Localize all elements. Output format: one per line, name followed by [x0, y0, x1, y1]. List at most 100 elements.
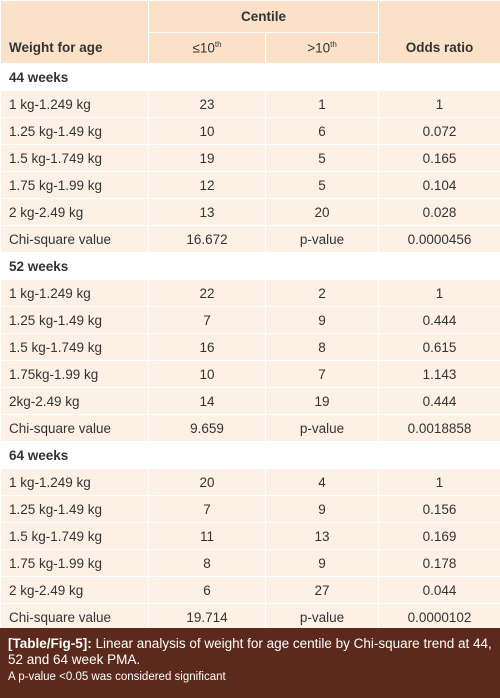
cell: 1.5 kg-1.749 kg [0, 522, 149, 550]
header-cell: Centile [147, 0, 380, 33]
table: Weight for age Centile Odds ratio ≤10th … [0, 0, 500, 631]
section-title: 52 weeks [0, 252, 500, 280]
data-row: 2 kg-2.49 kg 13 20 0.028 [0, 198, 500, 226]
cell: 1.5 kg-1.749 kg [0, 333, 149, 361]
cell: 0.072 [378, 117, 500, 145]
cell: 9.659 [148, 414, 266, 442]
header-row: ≤10th >10th [1, 31, 500, 64]
cell: 2 kg-2.49 kg [0, 576, 149, 604]
cell: 0.444 [378, 387, 500, 415]
header-cell: Weight for age [0, 0, 149, 64]
cell: Chi-square value [0, 414, 149, 442]
section-title: 64 weeks [0, 441, 500, 469]
cell: 5 [264, 144, 380, 172]
cell: 20 [148, 468, 266, 496]
cell: 27 [264, 576, 380, 604]
data-row: 1.25 kg-1.49 kg 10 6 0.072 [0, 117, 500, 145]
data-row: 1 kg-1.249 kg 20 4 1 [0, 468, 500, 496]
cell: 0.0000456 [378, 225, 500, 253]
cell: 5 [264, 171, 380, 199]
data-row: 2kg-2.49 kg 14 19 0.444 [0, 387, 500, 415]
cell: 9 [264, 495, 380, 523]
cell: 8 [148, 549, 266, 577]
section-row: 44 weeks [0, 63, 500, 91]
data-row: 1.75kg-1.99 kg 10 7 1.143 [0, 360, 500, 388]
section-row: 52 weeks [0, 252, 500, 280]
cell: p-value [264, 603, 380, 631]
data-row: 1.25 kg-1.49 kg 7 9 0.156 [0, 495, 500, 523]
cell: 7 [148, 306, 266, 334]
cell: 13 [148, 198, 266, 226]
caption: [Table/Fig-5]: Linear analysis of weight… [0, 628, 500, 698]
data-row: 1.5 kg-1.749 kg 19 5 0.165 [0, 144, 500, 172]
cell: 0.0018858 [378, 414, 500, 442]
cell: 13 [264, 522, 380, 550]
cell: 0.178 [378, 549, 500, 577]
cell: 1 [264, 90, 380, 118]
cell: 2 [264, 279, 380, 307]
header-cell: >10th [264, 31, 380, 64]
header-sup: th [214, 40, 222, 49]
data-row: Chi-square value 16.672 p-value 0.0000456 [0, 225, 500, 253]
cell: p-value [264, 225, 380, 253]
cell: 1.143 [378, 360, 500, 388]
cell: 1 [378, 90, 500, 118]
cell: 0.444 [378, 306, 500, 334]
cell: 0.0000102 [378, 603, 500, 631]
header-row: Weight for age Centile Odds ratio [0, 0, 500, 64]
cell: 1.25 kg-1.49 kg [0, 306, 149, 334]
section-title: 44 weeks [0, 63, 500, 91]
cell: 0.028 [378, 198, 500, 226]
cell: 9 [264, 549, 380, 577]
cell: 10 [148, 360, 266, 388]
cell: Chi-square value [0, 225, 149, 253]
cell: Chi-square value [0, 603, 149, 631]
caption-note: A p-value <0.05 was considered significa… [8, 671, 226, 683]
caption-label: [Table/Fig-5]: [8, 636, 92, 651]
cell: 7 [264, 360, 380, 388]
cell: 14 [148, 387, 266, 415]
cell: 20 [264, 198, 380, 226]
caption-text: Linear analysis of weight for age centil… [8, 636, 492, 667]
cell: 1 kg-1.249 kg [0, 279, 149, 307]
cell: 1.25 kg-1.49 kg [0, 495, 149, 523]
data-row: 1.25 kg-1.49 kg 7 9 0.444 [0, 306, 500, 334]
cell: p-value [264, 414, 380, 442]
data-row: Chi-square value 9.659 p-value 0.0018858 [0, 414, 500, 442]
header-text: >10 [307, 40, 331, 56]
cell: 0.169 [378, 522, 500, 550]
cell: 12 [148, 171, 266, 199]
data-row: 1.5 kg-1.749 kg 16 8 0.615 [0, 333, 500, 361]
cell: 4 [264, 468, 380, 496]
cell: 1 kg-1.249 kg [0, 90, 149, 118]
cell: 19 [264, 387, 380, 415]
cell: 1 kg-1.249 kg [0, 468, 149, 496]
header-cell: Odds ratio [378, 0, 500, 64]
cell: 1.75kg-1.99 kg [0, 360, 149, 388]
cell: 1.75 kg-1.99 kg [0, 171, 149, 199]
cell: 0.165 [378, 144, 500, 172]
cell: 1 [378, 279, 500, 307]
cell: 1.75 kg-1.99 kg [0, 549, 149, 577]
header-text: ≤10 [192, 40, 215, 56]
cell: 2kg-2.49 kg [0, 387, 149, 415]
cell: 2 kg-2.49 kg [0, 198, 149, 226]
data-row: 2 kg-2.49 kg 6 27 0.044 [0, 576, 500, 604]
cell: 1.25 kg-1.49 kg [0, 117, 149, 145]
data-row: 1 kg-1.249 kg 22 2 1 [0, 279, 500, 307]
cell: 6 [148, 576, 266, 604]
cell: 22 [148, 279, 266, 307]
data-row: Chi-square value 19.714 p-value 0.0000102 [0, 603, 500, 631]
cell: 16.672 [148, 225, 266, 253]
header-sup: th [330, 40, 337, 49]
cell: 19.714 [148, 603, 266, 631]
cell: 11 [148, 522, 266, 550]
header-cell: ≤10th [148, 31, 266, 64]
cell: 8 [264, 333, 380, 361]
cell: 6 [264, 117, 380, 145]
data-row: 1 kg-1.249 kg 23 1 1 [0, 90, 500, 118]
cell: 0.044 [378, 576, 500, 604]
cell: 23 [148, 90, 266, 118]
cell: 16 [148, 333, 266, 361]
